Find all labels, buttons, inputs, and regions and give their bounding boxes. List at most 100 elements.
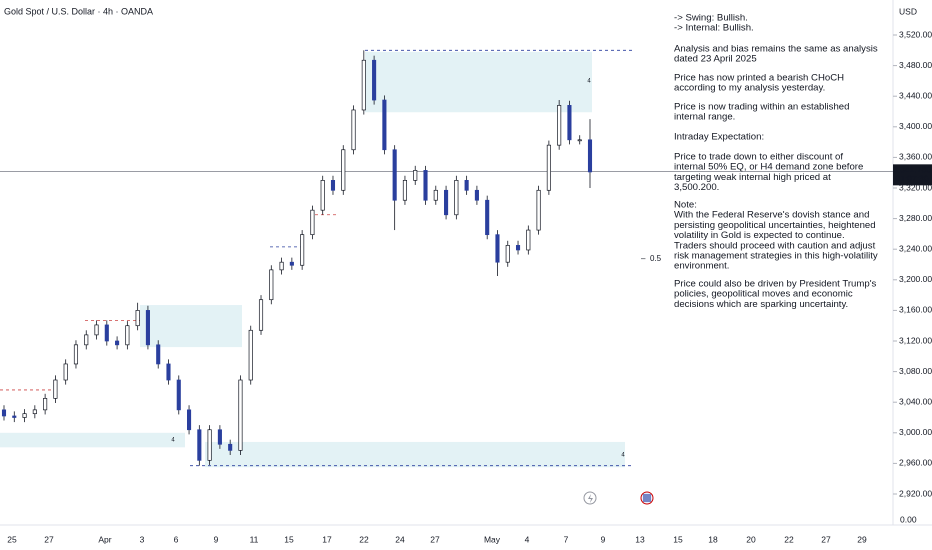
- candle-body: [43, 398, 48, 411]
- candle-body: [238, 379, 243, 451]
- candle-body: [248, 329, 253, 381]
- y-tick-label: 3,200.00: [899, 274, 932, 284]
- note-line: internal range.: [674, 112, 735, 123]
- zones: [0, 49, 893, 468]
- note-line: Intraday Expectation:: [674, 132, 764, 143]
- candle-body: [228, 443, 233, 451]
- candle-body: [125, 325, 130, 346]
- candle-body: [156, 344, 161, 365]
- candle-body: [73, 344, 79, 365]
- candle-body: [557, 105, 562, 146]
- candle-body: [454, 180, 459, 216]
- candle-body: [526, 229, 531, 251]
- note-line: internal 50% EQ, or H4 demand zone befor…: [674, 162, 863, 173]
- x-tick-label: 27: [821, 534, 831, 544]
- candle-body: [115, 340, 120, 346]
- axis-bottom-label: 0.00: [900, 514, 917, 524]
- candle-body: [587, 139, 593, 173]
- x-tick-label: 24: [395, 534, 405, 544]
- candle-body: [485, 199, 490, 236]
- candle-body: [505, 245, 510, 263]
- candle-body: [258, 299, 264, 331]
- candle-body: [474, 189, 479, 201]
- note-line: Note:: [674, 200, 697, 211]
- y-tick-label: 3,480.00: [899, 60, 932, 70]
- note-line: Price to trade down to either discount o…: [674, 152, 843, 163]
- x-tick-label: 27: [430, 534, 440, 544]
- fib-label: 0.5: [650, 254, 662, 263]
- candle-body: [12, 415, 17, 418]
- x-tick-label: 9: [214, 534, 219, 544]
- y-tick-label: 3,440.00: [899, 90, 932, 100]
- x-tick-label: 22: [784, 534, 794, 544]
- candle-body: [217, 429, 222, 445]
- candle-body: [84, 334, 89, 346]
- note-line: risk management strategies in this high-…: [674, 251, 878, 262]
- candle-body: [577, 139, 582, 142]
- note-line: Price has now printed a bearish CHoCH: [674, 73, 844, 84]
- x-tick-label: 17: [322, 534, 332, 544]
- note-line: decisions which are sparking uncertainty…: [674, 299, 848, 310]
- y-tick-label: 3,360.00: [899, 152, 932, 162]
- candle-body: [22, 413, 27, 418]
- candle-body: [413, 170, 418, 181]
- x-tick-label: 6: [174, 534, 179, 544]
- note-line: -> Internal: Bullish.: [674, 23, 754, 34]
- candle-body: [423, 170, 428, 201]
- note-line: With the Federal Reserve's dovish stance…: [674, 210, 869, 221]
- chart-title: Gold Spot / U.S. Dollar · 4h · OANDA: [4, 6, 153, 16]
- candle-body: [392, 149, 397, 201]
- event-icons: [583, 491, 654, 505]
- note-line: dated 23 April 2025: [674, 54, 757, 65]
- candle-body: [351, 109, 356, 151]
- x-tick-label: 15: [284, 534, 294, 544]
- zone: [140, 305, 242, 348]
- note-line: Price is now trading within an establish…: [674, 102, 849, 113]
- x-tick-label: 25: [7, 534, 17, 544]
- note-line: persisting geopolitical uncertainties, h…: [674, 220, 876, 231]
- x-tick-label: 22: [359, 534, 369, 544]
- y-tick-label: 3,240.00: [899, 243, 932, 253]
- y-tick-label: 3,520.00: [899, 29, 932, 39]
- candle-body: [176, 379, 181, 411]
- note-line: Price could also be driven by President …: [674, 279, 877, 290]
- candle-body: [94, 324, 99, 336]
- candle-body: [546, 144, 551, 191]
- zone: [0, 432, 185, 448]
- candle-body: [269, 269, 274, 301]
- zone-mark: 4: [621, 453, 625, 459]
- candle-body: [279, 261, 284, 271]
- y-tick-label: 3,400.00: [899, 121, 932, 131]
- event-icon-bolt: [588, 494, 593, 503]
- candle-body: [187, 409, 192, 431]
- x-tick-label: Apr: [98, 534, 111, 544]
- candle-body: [515, 245, 521, 251]
- y-tick-label: 3,040.00: [899, 396, 932, 406]
- candle-body: [372, 59, 377, 101]
- fib-dash: –: [641, 254, 646, 263]
- y-tick-label: 2,960.00: [899, 458, 932, 468]
- y-tick-label: 3,000.00: [899, 427, 932, 437]
- note-line: Analysis and bias remains the same as an…: [674, 44, 878, 55]
- note-line: volatility in Gold is expected to contin…: [674, 230, 845, 241]
- y-tick-label: 2,920.00: [899, 488, 932, 498]
- candle-body: [53, 379, 58, 399]
- candle-body: [382, 99, 387, 151]
- candle-body: [63, 363, 68, 381]
- candle-body: [361, 59, 366, 111]
- y-tick-label: 3,080.00: [899, 366, 932, 376]
- note-line: -> Swing: Bullish.: [674, 13, 748, 24]
- candle-body: [320, 180, 325, 211]
- note-line: 3,500.200.: [674, 182, 719, 193]
- candle-body: [300, 234, 305, 266]
- candle-body: [104, 324, 109, 342]
- candle-body: [135, 310, 140, 327]
- zone: [365, 51, 592, 113]
- candle-body: [433, 189, 438, 201]
- candle-body: [330, 180, 336, 191]
- candle-body: [567, 105, 572, 141]
- x-tick-label: 13: [635, 534, 645, 544]
- candle-body: [289, 261, 294, 266]
- candle-body: [444, 189, 449, 216]
